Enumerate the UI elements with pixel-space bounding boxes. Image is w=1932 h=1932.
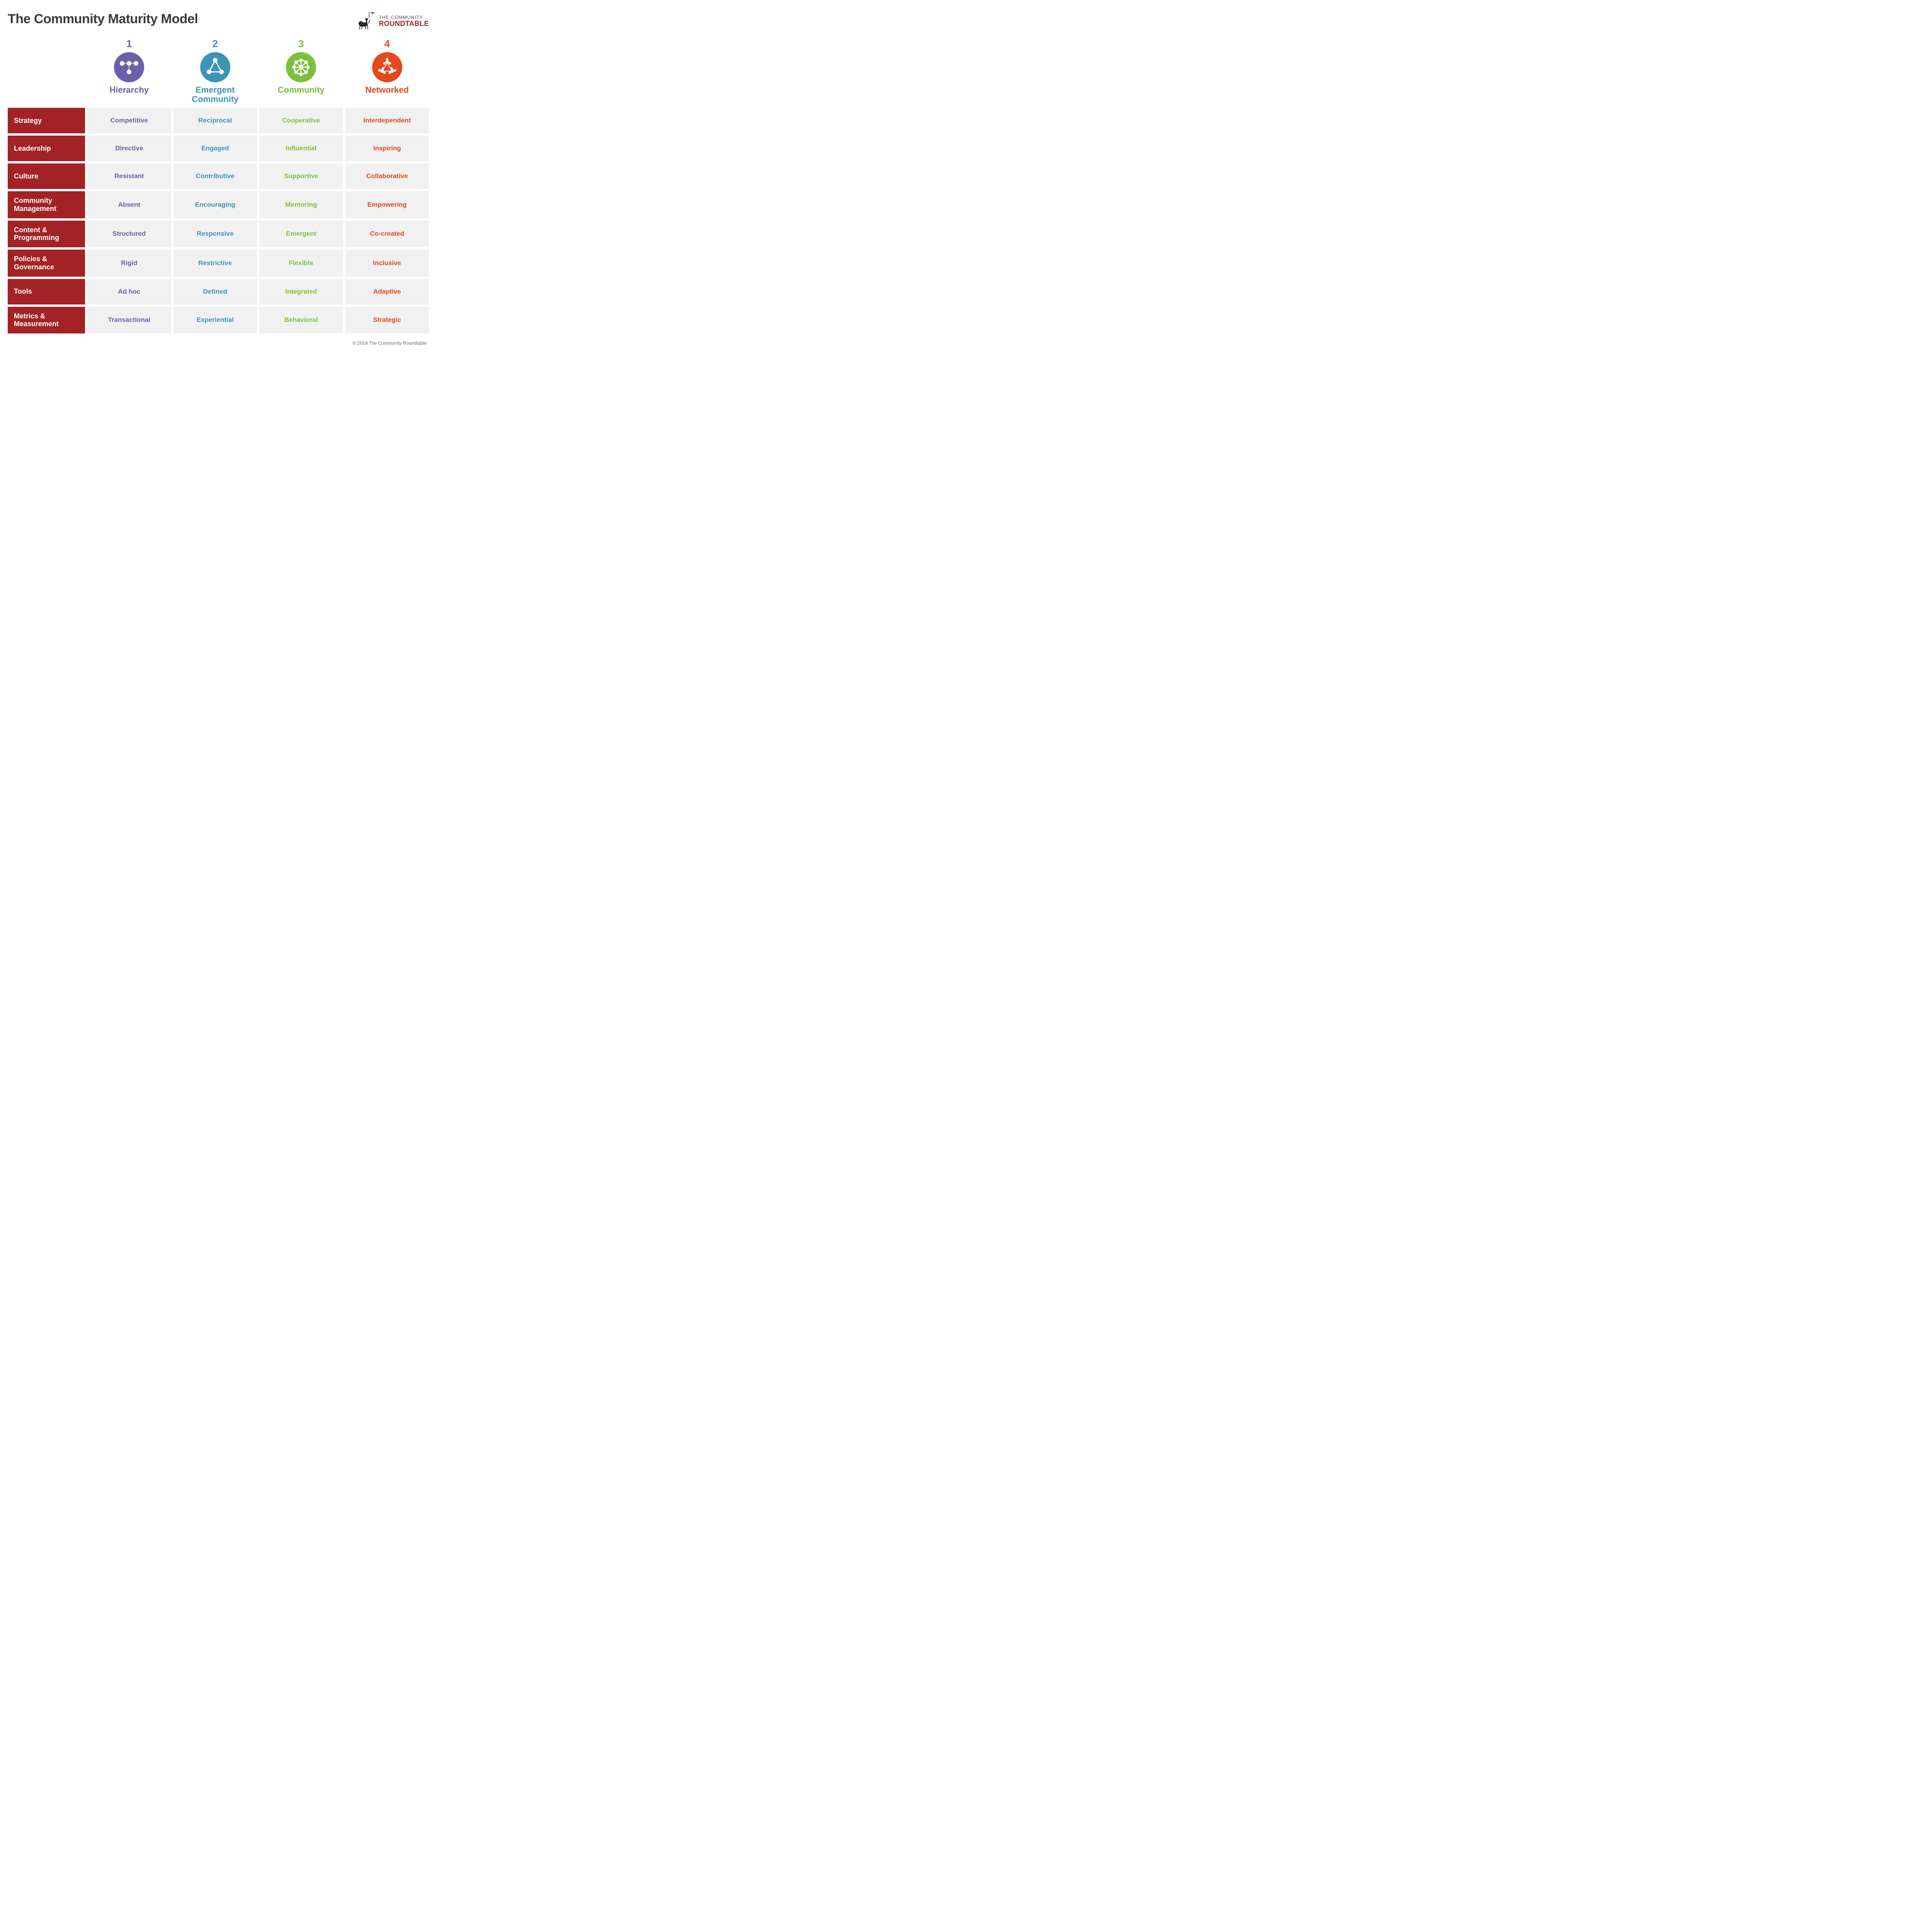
column-label: Networked [348, 85, 427, 95]
cell: Rigid [87, 250, 171, 276]
cell: Co-created [345, 221, 429, 247]
row-label: Policies & Governance [8, 250, 85, 276]
column-label: Community [262, 85, 341, 95]
networked-icon [372, 52, 402, 82]
copyright-footer: © 2019 The Community Roundtable [8, 340, 429, 346]
cell: Resistant [87, 163, 171, 189]
brand-logo: THE COMMUNITY ROUNDTABLE [356, 12, 429, 31]
cell: Restrictive [173, 250, 257, 276]
row-label: Tools [8, 279, 85, 304]
cell: Collaborative [345, 163, 429, 189]
row-label: Strategy [8, 108, 85, 133]
cell: Contributive [173, 163, 257, 189]
page-title: The Community Maturity Model [8, 12, 198, 27]
cell: Encouraging [173, 191, 257, 218]
cell: Structured [87, 221, 171, 247]
cell: Experiential [173, 307, 257, 333]
column-number: 2 [176, 38, 255, 50]
column-hierarchy: 1 Hierarchy [87, 38, 171, 95]
cell: Reciprocal [173, 108, 257, 133]
cell: Integrated [259, 279, 343, 304]
cell: Empowering [345, 191, 429, 218]
column-community: 3 Commu [259, 38, 343, 95]
column-headers: 1 Hierarchy 2 [8, 38, 429, 104]
emergent-icon [200, 52, 230, 82]
row-label: Metrics & Measurement [8, 307, 85, 333]
cell: Directive [87, 136, 171, 161]
cell: Inclusive [345, 250, 429, 276]
cell: Cooperative [259, 108, 343, 133]
row-label: Content & Programming [8, 221, 85, 247]
column-label: Hierarchy [90, 85, 169, 95]
maturity-grid: StrategyCompetitiveReciprocalCooperative… [8, 108, 429, 333]
column-label: Emergent Community [176, 85, 255, 104]
cell: Inspiring [345, 136, 429, 161]
cell: Strategic [345, 307, 429, 333]
cell: Interdependent [345, 108, 429, 133]
cell: Ad hoc [87, 279, 171, 304]
cell: Adaptive [345, 279, 429, 304]
cell: Emergent [259, 221, 343, 247]
column-number: 1 [90, 38, 169, 50]
cell: Behavioral [259, 307, 343, 333]
column-emergent: 2 Emergent Community [173, 38, 257, 104]
cell: Responsive [173, 221, 257, 247]
cell: Mentoring [259, 191, 343, 218]
header: The Community Maturity Model THE COMMUNI… [8, 12, 429, 31]
cell: Influential [259, 136, 343, 161]
knight-icon [356, 12, 376, 31]
community-icon [286, 52, 316, 82]
cell: Engaged [173, 136, 257, 161]
cell: Supportive [259, 163, 343, 189]
cell: Flexible [259, 250, 343, 276]
column-networked: 4 [345, 38, 429, 95]
cell: Absent [87, 191, 171, 218]
cell: Defined [173, 279, 257, 304]
row-label: Community Management [8, 191, 85, 218]
cell: Transactional [87, 307, 171, 333]
logo-bottom-text: ROUNDTABLE [379, 20, 429, 27]
cell: Competitive [87, 108, 171, 133]
row-label: Leadership [8, 136, 85, 161]
logo-top-text: THE COMMUNITY [379, 15, 429, 20]
logo-text: THE COMMUNITY ROUNDTABLE [379, 15, 429, 27]
row-label: Culture [8, 163, 85, 189]
column-number: 3 [262, 38, 341, 50]
column-number: 4 [348, 38, 427, 50]
hierarchy-icon [114, 52, 144, 82]
